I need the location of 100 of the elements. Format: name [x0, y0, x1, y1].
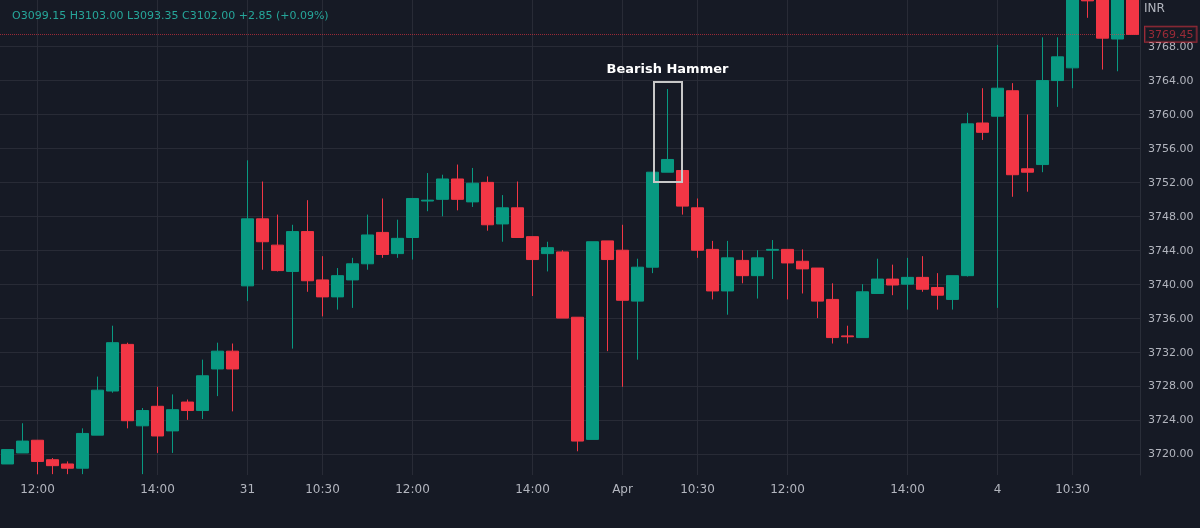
candlestick — [481, 175, 494, 232]
y-tick-label: 3744.00 — [1148, 243, 1194, 257]
x-tick-label: 10:30 — [680, 482, 715, 496]
x-tick-label: 14:00 — [515, 482, 550, 496]
candlestick — [526, 236, 539, 297]
candlestick — [76, 427, 89, 475]
y-tick-label: 3736.00 — [1148, 311, 1194, 325]
y-axis-title: INR — [1144, 1, 1165, 15]
candlestick — [46, 457, 59, 475]
candlestick — [736, 249, 749, 284]
candlestick — [511, 181, 524, 238]
candlestick — [901, 257, 914, 311]
y-tick-label: 3760.00 — [1148, 108, 1194, 122]
candlestick — [541, 241, 554, 272]
candlestick — [151, 386, 164, 454]
candlestick — [841, 325, 854, 345]
candlestick — [406, 197, 419, 261]
candlestick — [1126, 0, 1139, 35]
y-tick-label: 3752.00 — [1148, 175, 1194, 189]
annotation: O3099.15 H3103.00 L3093.35 C3102.00 +2.85 (+0.09%) — [12, 9, 329, 22]
x-tick-label: 14:00 — [890, 482, 925, 496]
y-tick-label: 3764.00 — [1148, 74, 1194, 88]
candlestick — [886, 264, 899, 296]
candlestick — [976, 87, 989, 141]
candlestick — [796, 248, 809, 294]
y-tick-label: 3728.00 — [1148, 379, 1194, 393]
candlestick — [166, 393, 179, 454]
candlestick — [571, 316, 584, 452]
candlestick — [1021, 114, 1034, 193]
y-tick-label: 3724.00 — [1148, 413, 1194, 427]
candlestick — [226, 343, 239, 412]
y-tick-label: 3756.00 — [1148, 141, 1194, 155]
x-tick-label: 4 — [993, 482, 1002, 496]
candlestick — [871, 258, 884, 294]
candlestick — [256, 181, 269, 271]
x-tick-label: 12:00 — [20, 482, 55, 496]
candlestick — [1081, 0, 1094, 19]
candlestick — [1066, 0, 1079, 89]
candlestick — [946, 275, 959, 311]
y-tick-label: 3732.00 — [1148, 345, 1194, 359]
candlestick — [631, 258, 644, 361]
candlestick — [331, 267, 344, 311]
candlestick — [466, 167, 479, 208]
candlestick — [931, 272, 944, 311]
x-tick-label: 10:30 — [305, 482, 340, 496]
candlestick — [781, 248, 794, 300]
candlestick — [181, 399, 194, 421]
y-tick-label: 3720.00 — [1148, 447, 1194, 461]
candlestick — [706, 240, 719, 300]
annotation: Bearish Hammer — [606, 61, 730, 77]
candlestick — [916, 255, 929, 293]
candlestick — [661, 88, 674, 173]
candlestick — [136, 407, 149, 475]
y-tick-label: 3740.00 — [1148, 277, 1194, 291]
candlestick — [211, 342, 224, 397]
candlestick — [556, 249, 569, 319]
candlestick — [961, 112, 974, 278]
candlestick — [271, 214, 284, 272]
candlestick — [766, 239, 779, 280]
candlestick — [1111, 0, 1124, 72]
candlestick — [346, 257, 359, 309]
candlestick — [316, 255, 329, 317]
candlestick — [301, 199, 314, 293]
x-tick-label: 12:00 — [395, 482, 430, 496]
candlestick — [1, 449, 14, 465]
candlestick — [676, 169, 689, 216]
candlestick — [856, 283, 869, 339]
candlestick — [691, 197, 704, 259]
candlestick — [586, 241, 599, 440]
candlestick — [721, 240, 734, 316]
x-tick-label: 12:00 — [770, 482, 805, 496]
y-tick-label: 3748.00 — [1148, 209, 1194, 223]
candlestick — [1051, 36, 1064, 108]
candlestick — [436, 174, 449, 217]
candlestick — [376, 197, 389, 259]
ref-line-label: 3769.45 — [1148, 27, 1194, 41]
candlestick — [1096, 0, 1109, 71]
candlestick — [106, 325, 119, 394]
candlestick — [196, 359, 209, 420]
candlestick — [286, 224, 299, 350]
candlestick — [826, 282, 839, 345]
candlestick — [751, 249, 764, 300]
candlestick — [811, 267, 824, 319]
candlestick — [31, 439, 44, 475]
x-tick-label: 10:30 — [1055, 482, 1090, 496]
candlestick — [361, 214, 374, 271]
y-tick-label: 3768.00 — [1148, 40, 1194, 54]
x-tick-label: Apr — [612, 482, 633, 496]
candlestick — [16, 422, 29, 454]
candlestick — [601, 240, 614, 352]
candlestick — [646, 171, 659, 274]
candlestick — [421, 172, 434, 212]
candlestick — [121, 342, 134, 429]
candlestick — [1036, 36, 1049, 173]
candlestick — [1006, 82, 1019, 198]
candlestick — [241, 159, 254, 302]
x-tick-label: 31 — [239, 482, 256, 496]
candlestick — [496, 194, 509, 243]
x-tick-label: 14:00 — [140, 482, 175, 496]
candlestick — [451, 164, 464, 211]
